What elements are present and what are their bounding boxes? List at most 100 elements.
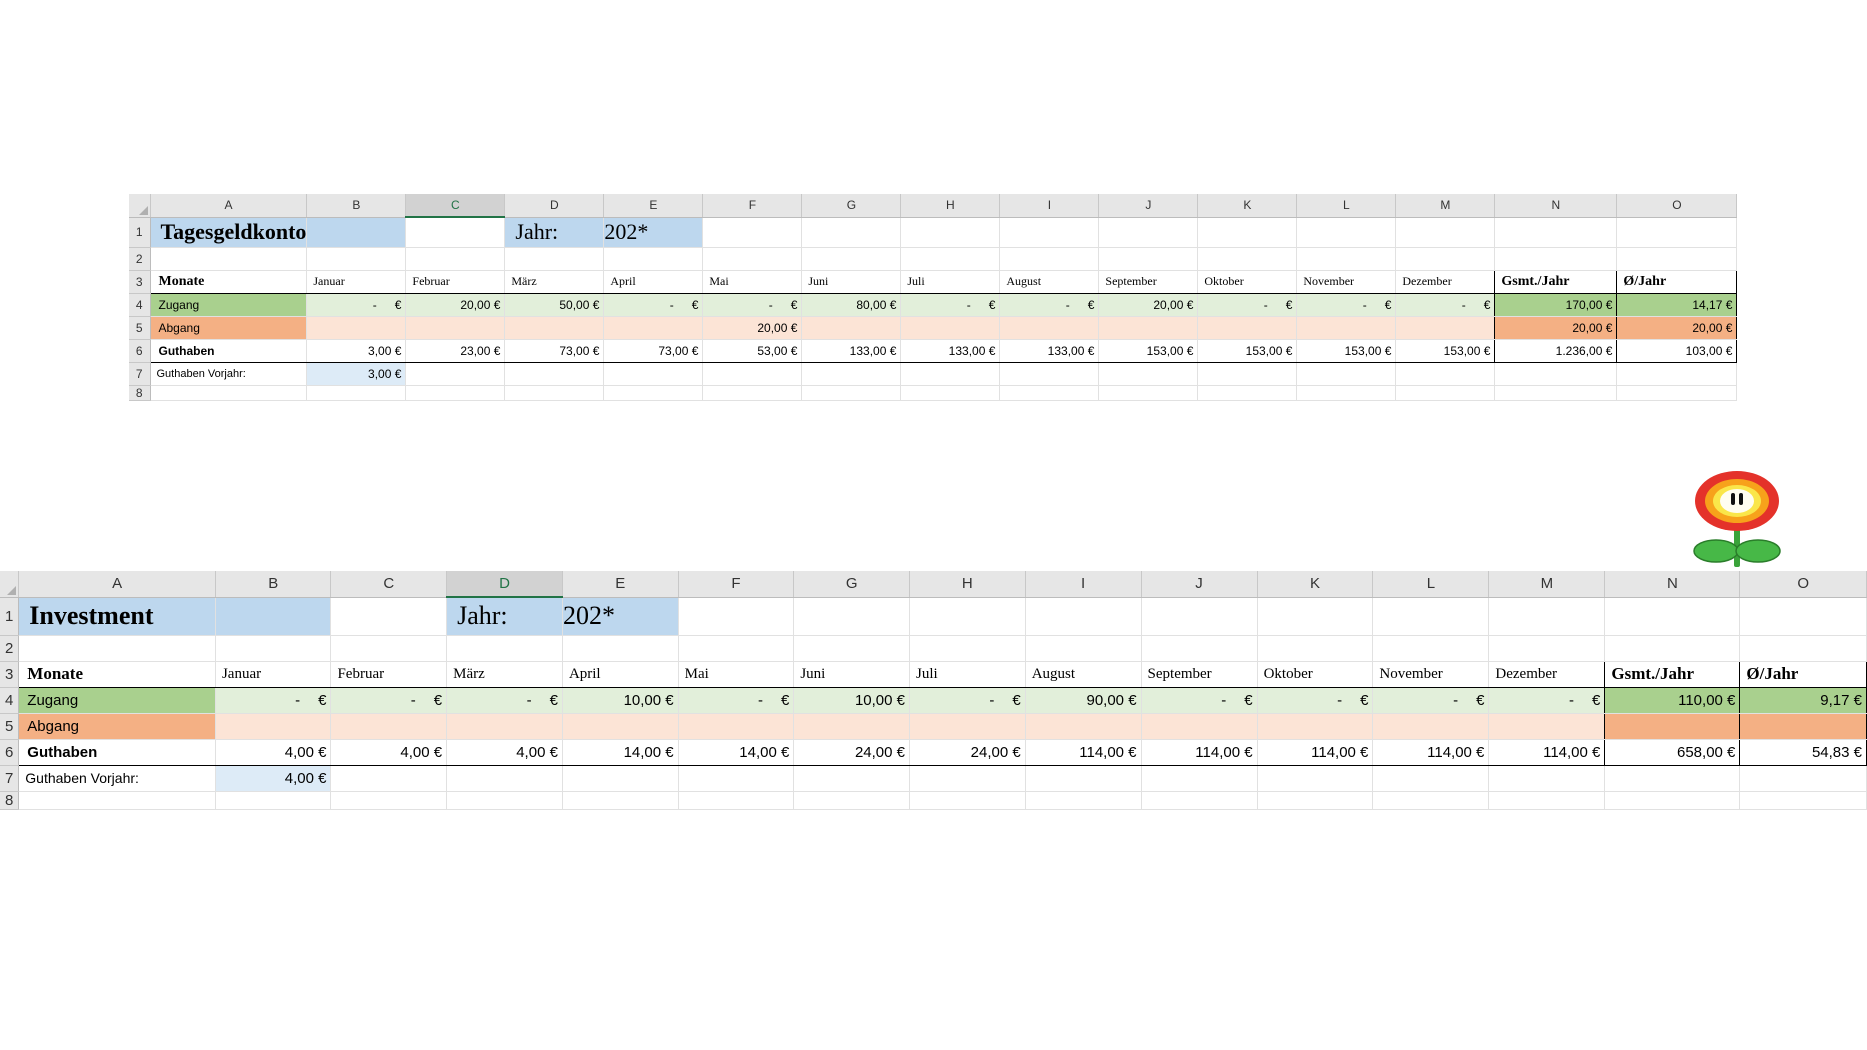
cell-a2[interactable] bbox=[150, 247, 308, 271]
cell-k7[interactable] bbox=[1197, 362, 1298, 386]
cell-d6[interactable]: 4,00 € bbox=[446, 738, 563, 766]
month-11[interactable]: November bbox=[1296, 269, 1397, 294]
cell-g4[interactable]: 80,00 € bbox=[801, 293, 902, 317]
cell-h5[interactable] bbox=[900, 316, 1001, 340]
cell-k2[interactable] bbox=[1197, 247, 1298, 271]
cell-o7[interactable] bbox=[1739, 765, 1867, 792]
cell-l4[interactable]: - € bbox=[1296, 293, 1397, 317]
cell-l2[interactable] bbox=[1372, 635, 1490, 662]
cell-n7[interactable] bbox=[1494, 362, 1618, 386]
cell-m2[interactable] bbox=[1395, 247, 1496, 271]
row-header-6[interactable]: 6 bbox=[129, 339, 151, 363]
cell-c6[interactable]: 4,00 € bbox=[330, 738, 448, 766]
month-12[interactable]: Dezember bbox=[1395, 269, 1496, 294]
cell-a5[interactable]: Abgang bbox=[149, 316, 308, 340]
cell-h4[interactable]: - € bbox=[909, 687, 1026, 714]
cell-o8[interactable] bbox=[1739, 791, 1867, 810]
cell-m4[interactable]: - € bbox=[1488, 687, 1606, 714]
cell-m1[interactable] bbox=[1488, 597, 1606, 636]
cell-m5[interactable] bbox=[1395, 316, 1496, 340]
cell-i4[interactable]: 90,00 € bbox=[1025, 687, 1142, 714]
column-header-e[interactable]: E bbox=[603, 194, 704, 218]
cell-o7[interactable] bbox=[1616, 362, 1738, 386]
cell-g2[interactable] bbox=[793, 635, 910, 662]
cell-n2[interactable] bbox=[1604, 635, 1741, 662]
cell-c4[interactable]: 20,00 € bbox=[405, 293, 506, 317]
row-header-5[interactable]: 5 bbox=[129, 316, 151, 340]
column-header-g[interactable]: G bbox=[801, 194, 902, 218]
row-header-1[interactable]: 1 bbox=[129, 217, 151, 248]
cell-h7[interactable] bbox=[909, 765, 1026, 792]
cell-g1[interactable] bbox=[801, 217, 902, 248]
year-value[interactable]: 202* bbox=[562, 597, 679, 636]
month-3[interactable]: März bbox=[504, 269, 605, 294]
column-header-g[interactable]: G bbox=[793, 571, 910, 598]
cell-o5[interactable]: 20,00 € bbox=[1616, 316, 1738, 340]
cell-h7[interactable] bbox=[900, 362, 1001, 386]
cell-g4[interactable]: 10,00 € bbox=[793, 687, 910, 714]
month-1[interactable]: Januar bbox=[306, 269, 407, 294]
cell-l5[interactable] bbox=[1372, 713, 1490, 740]
cell-h6[interactable]: 24,00 € bbox=[909, 738, 1026, 766]
row-header-5[interactable]: 5 bbox=[0, 713, 20, 740]
cell-g5[interactable] bbox=[793, 713, 910, 740]
cell-c6[interactable]: 23,00 € bbox=[405, 338, 506, 363]
cell-i7[interactable] bbox=[999, 362, 1100, 386]
cell-a5[interactable]: Abgang bbox=[18, 713, 216, 740]
cell-c5[interactable] bbox=[330, 713, 448, 740]
cell-a6[interactable]: Guthaben bbox=[149, 338, 308, 363]
cell-f6[interactable]: 14,00 € bbox=[678, 738, 795, 766]
cell-f2[interactable] bbox=[702, 247, 803, 271]
cell-j6[interactable]: 114,00 € bbox=[1141, 738, 1258, 766]
cell-e4[interactable]: 10,00 € bbox=[562, 687, 679, 714]
cell-b6[interactable]: 4,00 € bbox=[215, 738, 332, 766]
column-header-d[interactable]: D bbox=[504, 194, 605, 218]
cell-n7[interactable] bbox=[1604, 765, 1741, 792]
cell-b7[interactable]: 3,00 € bbox=[306, 362, 407, 386]
cell-k2[interactable] bbox=[1257, 635, 1374, 662]
cell-a7[interactable]: Guthaben Vorjahr: bbox=[150, 362, 308, 386]
month-2[interactable]: Februar bbox=[330, 660, 448, 688]
row-header-4[interactable]: 4 bbox=[0, 687, 20, 714]
cell-k7[interactable] bbox=[1257, 765, 1374, 792]
sheet-investment[interactable]: A B C D E F G H I J K L M N O 1 Investment Jahr: 202* 2 3 Mon… bbox=[0, 571, 1867, 810]
row-header-8[interactable]: 8 bbox=[0, 791, 20, 810]
row-header-1[interactable]: 1 bbox=[0, 597, 20, 636]
cell-e6[interactable]: 73,00 € bbox=[603, 338, 704, 363]
cell-n1[interactable] bbox=[1604, 597, 1741, 636]
cell-m7[interactable] bbox=[1395, 362, 1496, 386]
cell-f5[interactable] bbox=[678, 713, 795, 740]
cell-j5[interactable] bbox=[1098, 316, 1199, 340]
cell-j1[interactable] bbox=[1141, 597, 1258, 636]
cell-k8[interactable] bbox=[1257, 791, 1374, 810]
cell-m4[interactable]: - € bbox=[1395, 293, 1496, 317]
cell-d5[interactable] bbox=[504, 316, 605, 340]
column-header-d[interactable]: D bbox=[446, 571, 563, 598]
month-3[interactable]: März bbox=[446, 660, 563, 688]
cell-l6[interactable]: 153,00 € bbox=[1296, 338, 1397, 363]
row-header-7[interactable]: 7 bbox=[0, 765, 20, 792]
cell-a4[interactable]: Zugang bbox=[149, 293, 308, 317]
cell-f4[interactable]: - € bbox=[702, 293, 803, 317]
cell-g8[interactable] bbox=[793, 791, 910, 810]
column-header-n[interactable]: N bbox=[1494, 194, 1618, 218]
cell-m6[interactable]: 153,00 € bbox=[1395, 338, 1496, 363]
row-header-7[interactable]: 7 bbox=[129, 362, 151, 386]
cell-o2[interactable] bbox=[1739, 635, 1867, 662]
month-6[interactable]: Juni bbox=[793, 660, 910, 688]
cell-f8[interactable] bbox=[678, 791, 795, 810]
year-label[interactable]: Jahr: bbox=[446, 597, 563, 636]
cell-a4[interactable]: Zugang bbox=[18, 687, 216, 714]
cell-n2[interactable] bbox=[1494, 247, 1618, 271]
cell-b8[interactable] bbox=[306, 385, 407, 401]
cell-e4[interactable]: - € bbox=[603, 293, 704, 317]
cell-m5[interactable] bbox=[1488, 713, 1606, 740]
cell-o3[interactable]: Ø/Jahr bbox=[1616, 269, 1738, 294]
cell-o3[interactable]: Ø/Jahr bbox=[1739, 660, 1867, 688]
column-header-c[interactable]: C bbox=[405, 194, 506, 218]
cell-n8[interactable] bbox=[1494, 385, 1618, 401]
cell-d7[interactable] bbox=[504, 362, 605, 386]
cell-h1[interactable] bbox=[909, 597, 1026, 636]
cell-g5[interactable] bbox=[801, 316, 902, 340]
month-8[interactable]: August bbox=[1025, 660, 1142, 688]
